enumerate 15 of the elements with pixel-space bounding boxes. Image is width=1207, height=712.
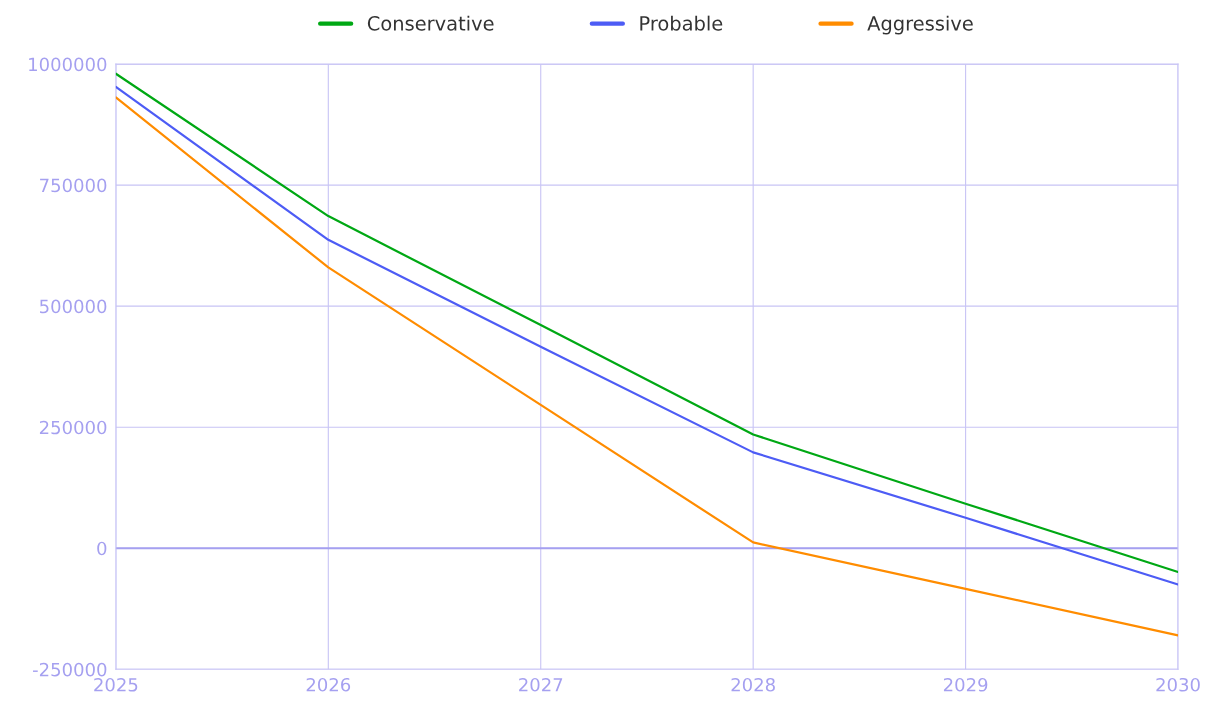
y-tick-label: -250000 xyxy=(32,662,107,677)
legend-label: Conservative xyxy=(367,15,494,31)
legend-label: Aggressive xyxy=(867,15,973,35)
y-tick-label: 0 xyxy=(97,541,107,556)
y-tick-label: 1000000 xyxy=(29,57,107,72)
x-tick-label: 2026 xyxy=(306,677,351,692)
x-tick-label: 2029 xyxy=(943,677,988,692)
y-tick-label: 500000 xyxy=(40,299,107,314)
y-tick-label: 250000 xyxy=(39,420,107,435)
y-tick-label: 750000 xyxy=(40,178,107,193)
legend-label: Probable xyxy=(640,15,723,31)
x-tick-label: 2025 xyxy=(94,677,138,692)
x-tick-label: 2028 xyxy=(731,677,775,692)
x-tick-label: 2030 xyxy=(1156,677,1200,692)
x-tick-label: 2027 xyxy=(519,677,563,692)
